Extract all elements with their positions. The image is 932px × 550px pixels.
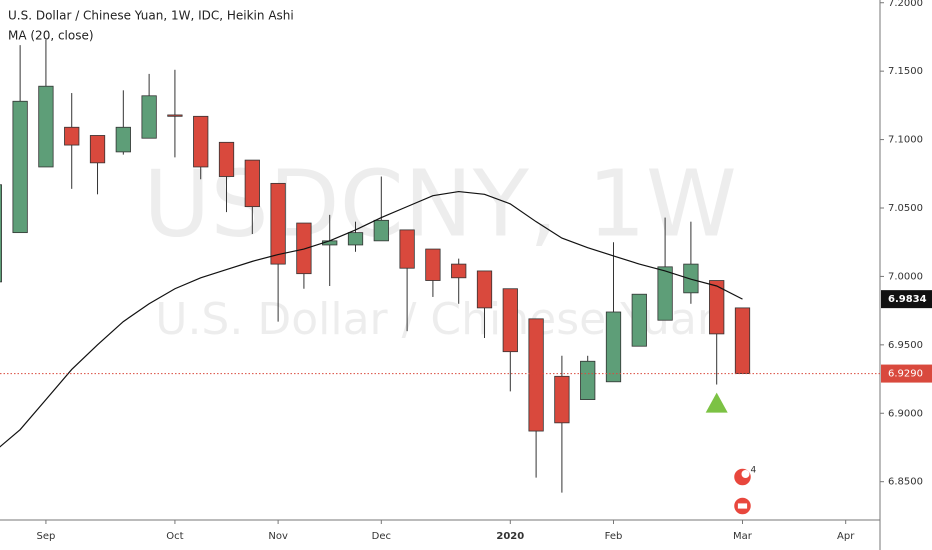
candle-body — [734, 307, 751, 374]
y-tick-label: 6.9000 — [888, 408, 923, 419]
signal-triangle — [705, 392, 728, 413]
candle-body — [709, 280, 725, 335]
x-tick-label: Dec — [372, 531, 391, 542]
candle-body — [373, 219, 389, 242]
candle-body — [141, 95, 157, 139]
y-tick-label: 7.2000 — [888, 0, 923, 9]
candle-body — [425, 248, 441, 281]
x-tick-label: Nov — [268, 531, 288, 542]
candle-body — [244, 159, 260, 208]
event-icon — [732, 467, 753, 487]
x-tick-label: Oct — [166, 531, 183, 542]
x-tick-label: Feb — [605, 531, 623, 542]
candle-body — [631, 293, 647, 347]
candle-body — [580, 360, 596, 400]
candle-body — [347, 232, 364, 246]
y-tick-label: 6.9500 — [888, 340, 923, 351]
candle-body — [399, 229, 415, 269]
candle-body — [38, 85, 54, 168]
candle-body — [502, 288, 518, 353]
candle-body — [657, 266, 673, 321]
candle-body — [64, 126, 80, 146]
y-tick-label: 7.1000 — [888, 135, 923, 146]
candle-body — [12, 100, 28, 234]
candle-body — [554, 375, 570, 424]
plot-area: 4 — [0, 39, 756, 516]
candle-body — [0, 184, 2, 283]
watermark-symbol: USDCNY, 1W — [143, 150, 737, 257]
watermark-description: U.S. Dollar / Chinese Yuan — [155, 294, 725, 345]
candle-body — [115, 126, 131, 153]
y-tick-label: 6.8500 — [888, 477, 923, 488]
watermark: USDCNY, 1W U.S. Dollar / Chinese Yuan — [143, 150, 737, 345]
candle-body — [605, 311, 622, 383]
moving-average-line — [0, 190, 743, 448]
chart-title: U.S. Dollar / Chinese Yuan, 1W, IDC, Hei… — [8, 9, 294, 23]
candle-body — [218, 141, 235, 177]
ma-price-label: 6.9834 — [888, 294, 927, 305]
event-count: 4 — [750, 466, 756, 476]
last-price-label: 6.9290 — [888, 369, 923, 380]
event-flag-stripes — [737, 502, 748, 510]
x-tick-label: Mar — [733, 531, 753, 542]
event-icon-inner — [741, 470, 750, 478]
ma-price-tag — [881, 290, 932, 309]
y-tick-label: 7.1500 — [888, 66, 923, 77]
candle-body — [476, 270, 493, 309]
candle-body — [270, 182, 286, 265]
indicator-legend: MA (20, close) — [8, 29, 94, 43]
y-tick-label: 7.0500 — [888, 203, 923, 214]
x-tick-label: Apr — [837, 531, 855, 542]
candle-body — [167, 114, 183, 117]
candle-body — [89, 135, 106, 164]
candle-body — [451, 263, 467, 279]
y-tick-label: 7.0000 — [888, 271, 923, 282]
candle-body — [528, 318, 544, 432]
candle-body — [683, 263, 699, 294]
x-tick-label: Sep — [36, 531, 55, 542]
candle-body — [193, 115, 209, 168]
x-tick-label: 2020 — [496, 531, 524, 542]
last-price-tag — [881, 364, 932, 383]
candle-body — [296, 222, 312, 275]
